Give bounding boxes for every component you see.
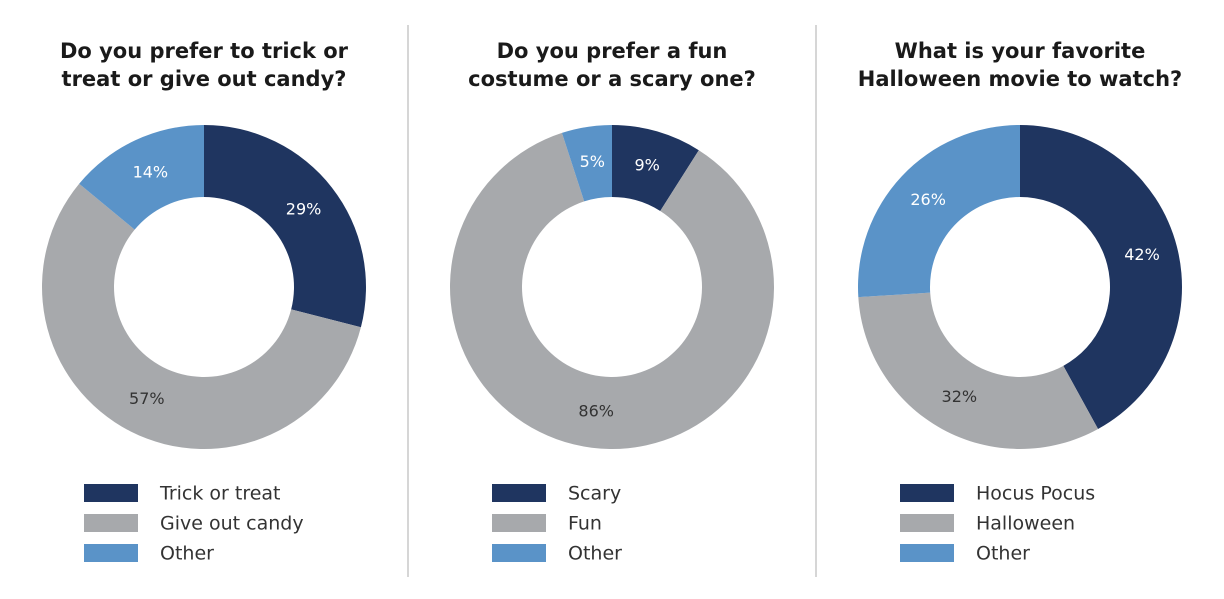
legend-swatch	[900, 484, 954, 502]
legend-swatch	[900, 544, 954, 562]
data-label: 29%	[286, 199, 322, 218]
slice-halloween	[858, 292, 1099, 450]
legend-label: Other	[568, 543, 622, 565]
data-label: 26%	[910, 190, 946, 209]
donut-chart-2: Do you prefer a fun costume or a scary on…	[450, 39, 775, 565]
slice-trick-or-treat	[204, 125, 366, 328]
donut-chart-1: Do you prefer to trick or treat or give o…	[41, 39, 366, 565]
legend-swatch	[492, 544, 546, 562]
data-label: 86%	[578, 402, 614, 421]
chart-title: What is your favorite	[895, 39, 1146, 63]
data-label: 42%	[1124, 245, 1160, 264]
slice-scary	[612, 125, 699, 212]
legend-label: Trick or treat	[159, 483, 281, 505]
legend-swatch	[84, 484, 138, 502]
legend-swatch	[84, 514, 138, 532]
legend-swatch	[492, 484, 546, 502]
legend-label: Halloween	[976, 513, 1075, 535]
slice-other	[79, 125, 204, 230]
data-label: 14%	[133, 162, 169, 181]
data-label: 32%	[942, 387, 978, 406]
chart-title: costume or a scary one?	[468, 67, 756, 91]
chart-title: Do you prefer to trick or	[60, 39, 349, 63]
data-label: 9%	[634, 156, 659, 175]
legend-label: Scary	[568, 483, 621, 505]
legend-label: Other	[976, 543, 1030, 565]
slice-give-out-candy	[41, 183, 361, 450]
legend-label: Other	[160, 543, 214, 565]
legend-label: Fun	[568, 513, 602, 535]
data-label: 5%	[580, 152, 605, 171]
slice-other	[858, 125, 1020, 298]
legend-swatch	[900, 514, 954, 532]
legend-swatch	[84, 544, 138, 562]
slice-fun	[450, 132, 775, 450]
slice-hocus-pocus	[1020, 125, 1182, 429]
chart-title: Halloween movie to watch?	[858, 67, 1182, 91]
chart-title: treat or give out candy?	[62, 67, 347, 91]
chart-title: Do you prefer a fun	[497, 39, 728, 63]
legend-label: Hocus Pocus	[976, 483, 1095, 505]
legend-label: Give out candy	[160, 513, 304, 535]
slice-other	[561, 125, 612, 202]
donut-chart-3: What is your favorite Halloween movie to …	[858, 39, 1182, 565]
legend-swatch	[492, 514, 546, 532]
data-label: 57%	[129, 389, 165, 408]
